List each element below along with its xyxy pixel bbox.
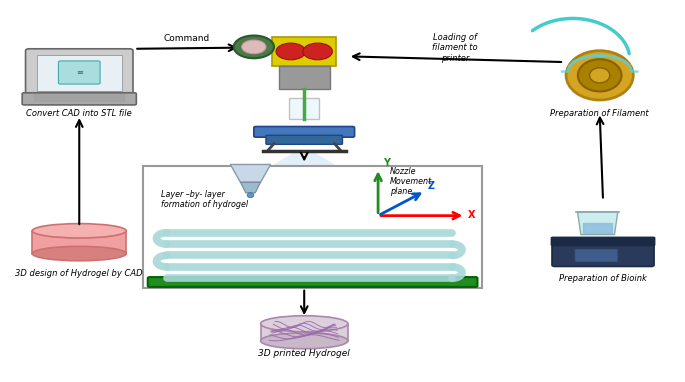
Ellipse shape <box>590 68 610 83</box>
FancyBboxPatch shape <box>22 93 136 105</box>
Ellipse shape <box>260 316 348 332</box>
FancyBboxPatch shape <box>58 61 100 84</box>
FancyBboxPatch shape <box>260 324 348 341</box>
Ellipse shape <box>260 333 348 349</box>
Polygon shape <box>577 212 618 235</box>
Circle shape <box>276 43 306 60</box>
Ellipse shape <box>566 51 633 100</box>
Text: Loading of
filament to
printer: Loading of filament to printer <box>432 33 478 63</box>
FancyBboxPatch shape <box>37 55 121 91</box>
FancyBboxPatch shape <box>551 237 655 246</box>
FancyBboxPatch shape <box>266 135 342 144</box>
FancyBboxPatch shape <box>272 37 336 66</box>
Ellipse shape <box>32 246 126 261</box>
Polygon shape <box>230 165 271 182</box>
FancyBboxPatch shape <box>279 66 329 89</box>
Text: ≡: ≡ <box>76 68 83 77</box>
Circle shape <box>234 36 274 58</box>
Text: X: X <box>468 210 475 220</box>
Text: Preparation of Bioink: Preparation of Bioink <box>559 274 647 283</box>
Polygon shape <box>187 151 422 216</box>
FancyBboxPatch shape <box>25 49 133 96</box>
FancyBboxPatch shape <box>254 126 355 137</box>
Ellipse shape <box>247 193 254 197</box>
Text: Command: Command <box>164 34 210 43</box>
Circle shape <box>303 43 332 60</box>
FancyBboxPatch shape <box>575 249 618 262</box>
Polygon shape <box>240 182 260 193</box>
FancyBboxPatch shape <box>290 98 319 119</box>
Text: Preparation of Filament: Preparation of Filament <box>550 110 649 118</box>
Text: Z: Z <box>427 181 435 191</box>
FancyBboxPatch shape <box>148 277 477 287</box>
Ellipse shape <box>578 59 621 91</box>
FancyBboxPatch shape <box>32 231 126 254</box>
Text: 3D design of Hydrogel by CAD: 3D design of Hydrogel by CAD <box>16 269 143 278</box>
Text: Layer –by- layer
formation of hydrogel: Layer –by- layer formation of hydrogel <box>161 189 248 209</box>
FancyBboxPatch shape <box>552 243 654 267</box>
FancyBboxPatch shape <box>143 166 482 288</box>
Text: Y: Y <box>384 159 390 168</box>
Text: Nozzle
Movement
plane: Nozzle Movement plane <box>390 167 432 196</box>
Ellipse shape <box>32 223 126 238</box>
Circle shape <box>242 40 266 54</box>
Text: 3D printed Hydrogel: 3D printed Hydrogel <box>258 349 350 358</box>
Text: Convert CAD into STL file: Convert CAD into STL file <box>27 110 132 118</box>
